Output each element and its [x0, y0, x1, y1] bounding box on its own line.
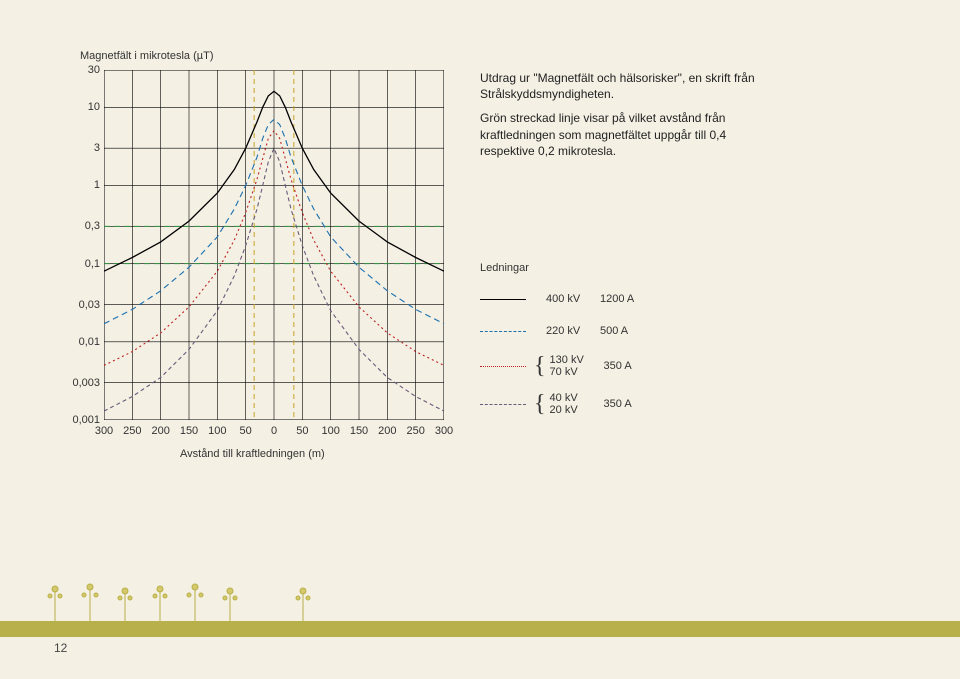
- y-axis-labels: 3010310,30,10,030,010,0030,001: [60, 70, 100, 420]
- y-tick-label: 0,003: [72, 377, 100, 389]
- x-tick-label: 50: [296, 425, 308, 437]
- x-tick-label: 0: [271, 425, 277, 437]
- y-tick-label: 0,1: [85, 258, 100, 270]
- caption-p1: Utdrag ur "Magnetfält och hälsorisker", …: [480, 70, 780, 102]
- legend-row: {40 kV20 kV350 A: [480, 390, 664, 418]
- x-tick-label: 150: [180, 425, 198, 437]
- y-tick-label: 0,03: [79, 299, 100, 311]
- x-axis-title: Avstånd till kraftledningen (m): [180, 448, 325, 460]
- y-tick-label: 10: [88, 101, 100, 113]
- legend: Ledningar 400 kV1200 A 220 kV500 A {130 kV…: [480, 262, 664, 428]
- magnetfield-chart: [104, 70, 444, 420]
- legend-kv-label: 70 kV: [550, 366, 604, 378]
- legend-labels: 40 kV20 kV: [550, 392, 604, 416]
- x-tick-label: 250: [406, 425, 424, 437]
- caption-p2: Grön streckad linje visar på vilket avst…: [480, 110, 780, 159]
- legend-row: {130 kV70 kV350 A: [480, 352, 664, 380]
- legend-labels: 220 kV: [546, 325, 600, 337]
- footer-strip: [0, 621, 960, 637]
- y-tick-label: 0,01: [79, 336, 100, 348]
- x-tick-label: 200: [378, 425, 396, 437]
- x-tick-label: 200: [151, 425, 169, 437]
- legend-kv-label: 40 kV: [550, 392, 604, 404]
- legend-amp-label: 500 A: [600, 325, 660, 337]
- y-tick-label: 30: [88, 64, 100, 76]
- legend-line-icon: [480, 366, 526, 367]
- decorative-flowers: [30, 571, 380, 621]
- legend-amp-label: 350 A: [604, 360, 664, 372]
- x-tick-label: 50: [240, 425, 252, 437]
- legend-line-icon: [480, 404, 526, 405]
- x-tick-label: 250: [123, 425, 141, 437]
- y-axis-title: Magnetfält i mikrotesla (µT): [80, 50, 213, 62]
- legend-labels: 130 kV70 kV: [550, 354, 604, 378]
- legend-row: 400 kV1200 A: [480, 288, 664, 310]
- y-tick-label: 1: [94, 179, 100, 191]
- legend-line-icon: [480, 331, 526, 332]
- x-tick-label: 100: [208, 425, 226, 437]
- legend-amp-label: 350 A: [604, 398, 664, 410]
- x-tick-label: 300: [435, 425, 453, 437]
- chart-caption: Utdrag ur "Magnetfält och hälsorisker", …: [480, 70, 780, 167]
- y-tick-label: 3: [94, 142, 100, 154]
- x-axis-labels: 30025020015010050050100150200250300: [104, 425, 444, 439]
- legend-row: 220 kV500 A: [480, 320, 664, 342]
- x-tick-label: 100: [321, 425, 339, 437]
- legend-kv-label: 20 kV: [550, 404, 604, 416]
- legend-line-icon: [480, 299, 526, 300]
- x-tick-label: 300: [95, 425, 113, 437]
- legend-title: Ledningar: [480, 262, 664, 274]
- legend-amp-label: 1200 A: [600, 293, 660, 305]
- brace-icon: {: [534, 356, 546, 376]
- brace-icon: {: [534, 394, 546, 414]
- x-tick-label: 150: [350, 425, 368, 437]
- legend-labels: 400 kV: [546, 293, 600, 305]
- legend-kv-label: 400 kV: [546, 293, 600, 305]
- legend-kv-label: 130 kV: [550, 354, 604, 366]
- y-tick-label: 0,3: [85, 220, 100, 232]
- page-number: 12: [54, 641, 67, 655]
- legend-kv-label: 220 kV: [546, 325, 600, 337]
